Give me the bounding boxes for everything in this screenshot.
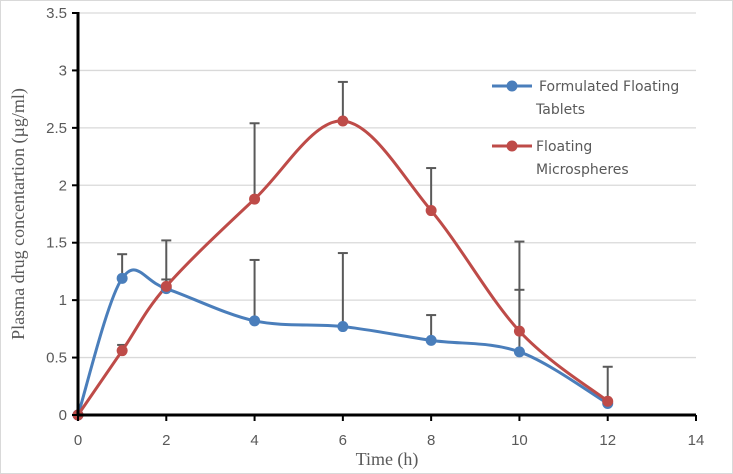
y-tick-label: 1.5: [46, 235, 67, 252]
data-point-microspheres: [513, 325, 525, 337]
tick-labels: 0 0.5 1 1.5 2 2.5 3 3.5 0 2 4 6 8 10 12 14: [46, 5, 704, 449]
data-point-microspheres: [249, 193, 261, 205]
x-tick-label: 14: [688, 432, 705, 449]
y-tick-label: 2: [59, 177, 67, 194]
legend-marker-icon: [506, 80, 518, 92]
x-tick-label: 0: [74, 432, 82, 449]
x-tick-label: 4: [250, 432, 258, 449]
legend: Formulated Floating Tablets Floating Micros…: [492, 79, 679, 178]
y-tick-label: 0: [59, 407, 67, 424]
data-point-microspheres: [160, 280, 172, 292]
gridlines: [78, 12, 696, 359]
axes: [72, 12, 697, 421]
legend-item-microspheres: Floating Microspheres: [492, 139, 629, 178]
legend-label: Tablets: [535, 102, 585, 118]
legend-label: Formulated Floating: [539, 79, 679, 95]
x-tick-label: 2: [162, 432, 170, 449]
legend-label: Microspheres: [536, 162, 629, 178]
y-tick-label: 3: [59, 62, 67, 79]
x-tick-label: 10: [511, 432, 528, 449]
x-axis-title: Time (h): [356, 449, 419, 470]
y-axis-title: Plasma drug concentartion (µg/ml): [8, 88, 29, 340]
data-point-microspheres: [602, 395, 614, 407]
data-point-microspheres: [116, 345, 128, 357]
series-line-microspheres: [76, 119, 609, 416]
y-tick-label: 1: [59, 292, 67, 309]
series-lines: [72, 115, 614, 421]
data-point-tablets: [116, 272, 128, 284]
legend-label: Floating: [536, 139, 592, 155]
data-point-tablets: [425, 334, 437, 346]
data-point-tablets: [513, 346, 525, 358]
data-point-tablets: [337, 321, 349, 333]
y-tick-label: 2.5: [46, 120, 67, 137]
y-tick-label: 0.5: [46, 350, 67, 367]
legend-marker-icon: [506, 140, 518, 152]
legend-item-tablets: Formulated Floating Tablets: [492, 79, 679, 118]
x-tick-label: 8: [427, 432, 435, 449]
x-tick-label: 12: [599, 432, 616, 449]
data-point-microspheres: [337, 115, 349, 127]
data-point-tablets: [249, 315, 261, 327]
y-tick-label: 3.5: [46, 5, 67, 22]
x-tick-label: 6: [339, 432, 347, 449]
data-point-microspheres: [425, 205, 437, 217]
